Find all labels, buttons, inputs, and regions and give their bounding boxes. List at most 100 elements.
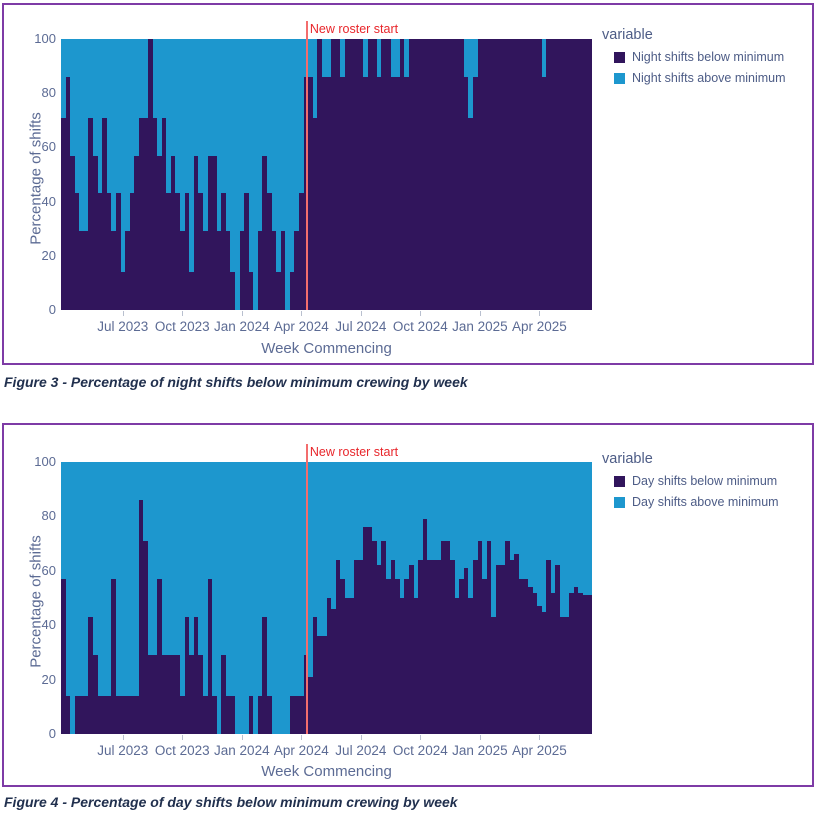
y-tick-label: 100 bbox=[34, 31, 56, 46]
bar-below-minimum bbox=[491, 617, 496, 734]
bar-below-minimum bbox=[93, 155, 98, 310]
bar-below-minimum bbox=[184, 193, 190, 310]
bar-below-minimum bbox=[257, 695, 263, 734]
bar-below-minimum bbox=[125, 695, 130, 734]
bar-below-minimum bbox=[147, 655, 153, 734]
bar-below-minimum bbox=[331, 608, 336, 734]
x-tick-mark bbox=[420, 311, 422, 316]
bar-below-minimum bbox=[349, 39, 354, 310]
bar-below-minimum bbox=[555, 39, 561, 310]
bar-below-minimum bbox=[189, 655, 194, 734]
legend: variable Night shifts below minimum Night… bbox=[602, 27, 814, 92]
x-tick-mark bbox=[122, 735, 124, 740]
x-tick-label: Oct 2024 bbox=[392, 319, 448, 334]
legend-swatch-icon bbox=[614, 72, 625, 84]
legend-swatch-icon bbox=[614, 496, 625, 508]
bar-below-minimum bbox=[340, 578, 345, 734]
bar-below-minimum bbox=[422, 519, 428, 734]
bar-below-minimum bbox=[294, 231, 300, 310]
bar-below-minimum bbox=[111, 231, 116, 310]
bar-below-minimum bbox=[445, 540, 451, 734]
bar-below-minimum bbox=[326, 598, 332, 734]
bar-below-minimum bbox=[514, 39, 519, 310]
legend-title: variable bbox=[602, 451, 653, 467]
x-tick-label: Jul 2024 bbox=[335, 319, 387, 334]
x-tick-mark bbox=[479, 735, 481, 740]
figure3-caption: Figure 3 - Percentage of night shifts be… bbox=[4, 374, 468, 390]
bar-below-minimum bbox=[445, 39, 451, 310]
bar-below-minimum bbox=[65, 695, 71, 734]
bar-below-minimum bbox=[198, 655, 203, 734]
bar-below-minimum bbox=[70, 155, 75, 310]
x-axis-title: Week Commencing bbox=[261, 763, 392, 780]
x-tick-mark bbox=[539, 311, 541, 316]
x-tick-label: Jul 2024 bbox=[335, 743, 387, 758]
bar-below-minimum bbox=[106, 193, 112, 310]
bar-below-minimum bbox=[262, 155, 268, 310]
bar-below-minimum bbox=[198, 193, 203, 310]
bar-below-minimum bbox=[408, 565, 414, 734]
bar-below-minimum bbox=[312, 617, 318, 734]
x-tick-mark bbox=[360, 311, 362, 316]
bar-below-minimum bbox=[431, 39, 437, 310]
y-tick-label: 0 bbox=[48, 726, 56, 741]
figure3-border-box: Percentage of shifts 0 20 40 60 80 100 Jul 20… bbox=[2, 3, 814, 365]
bar-below-minimum bbox=[134, 695, 139, 734]
bar-below-minimum bbox=[541, 76, 547, 310]
bar-below-minimum bbox=[363, 76, 368, 310]
bar-below-minimum bbox=[386, 39, 391, 310]
bar-below-minimum bbox=[495, 565, 501, 734]
bar-below-minimum bbox=[381, 39, 387, 310]
bar-below-minimum bbox=[550, 39, 556, 310]
legend-item: Night shifts above minimum bbox=[614, 71, 814, 85]
bar-below-minimum bbox=[495, 39, 501, 310]
bar-below-minimum bbox=[102, 117, 107, 310]
legend-swatch-icon bbox=[614, 51, 625, 63]
bar-below-minimum bbox=[134, 155, 139, 310]
bar-below-minimum bbox=[463, 76, 469, 310]
bar-below-minimum bbox=[463, 568, 469, 734]
x-tick-label: Jan 2025 bbox=[452, 743, 508, 758]
x-axis-title: Week Commencing bbox=[261, 340, 392, 357]
bar-below-minimum bbox=[257, 231, 263, 310]
bar-below-minimum bbox=[74, 695, 80, 734]
bar-below-minimum bbox=[354, 559, 359, 734]
bar-below-minimum bbox=[537, 39, 542, 310]
bar-below-minimum bbox=[546, 39, 551, 310]
bar-below-minimum bbox=[335, 39, 341, 310]
x-tick-mark bbox=[301, 735, 303, 740]
x-tick-label: Apr 2025 bbox=[511, 319, 567, 334]
bar-below-minimum bbox=[514, 554, 519, 734]
bar-below-minimum bbox=[509, 39, 515, 310]
legend-item: Day shifts below minimum bbox=[614, 474, 814, 488]
bar-below-minimum bbox=[482, 39, 487, 310]
bar-below-minimum bbox=[573, 39, 579, 310]
new-roster-start-label: New roster start bbox=[309, 22, 399, 36]
bar-below-minimum bbox=[422, 39, 428, 310]
x-tick-mark bbox=[360, 735, 362, 740]
bar-below-minimum bbox=[381, 540, 387, 734]
bar-below-minimum bbox=[404, 76, 409, 310]
bar-below-minimum bbox=[546, 559, 551, 734]
bar-below-minimum bbox=[418, 39, 423, 310]
bar-below-minimum bbox=[431, 559, 437, 734]
y-tick-label: 20 bbox=[41, 247, 56, 263]
bar-below-minimum bbox=[569, 39, 574, 310]
bar-below-minimum bbox=[157, 155, 162, 310]
bar-below-minimum bbox=[486, 540, 492, 734]
legend-item: Night shifts below minimum bbox=[614, 50, 814, 64]
x-tick-label: Jan 2024 bbox=[214, 743, 270, 758]
x-tick-mark bbox=[420, 735, 422, 740]
bar-below-minimum bbox=[367, 39, 373, 310]
x-tick-label: Oct 2023 bbox=[154, 743, 210, 758]
bar-below-minimum bbox=[527, 587, 533, 734]
bar-below-minimum bbox=[372, 540, 377, 734]
x-axis-tick-labels: Jul 2023 Oct 2023 Jan 2024 Apr 2024 Jul 2024… bbox=[61, 311, 592, 341]
bar-below-minimum bbox=[550, 592, 556, 734]
bar-below-minimum bbox=[404, 578, 409, 734]
bar-below-minimum bbox=[317, 636, 322, 734]
bar-below-minimum bbox=[111, 578, 116, 734]
bar-below-minimum bbox=[143, 117, 148, 310]
bar-below-minimum bbox=[454, 39, 460, 310]
bar-below-minimum bbox=[138, 117, 144, 310]
